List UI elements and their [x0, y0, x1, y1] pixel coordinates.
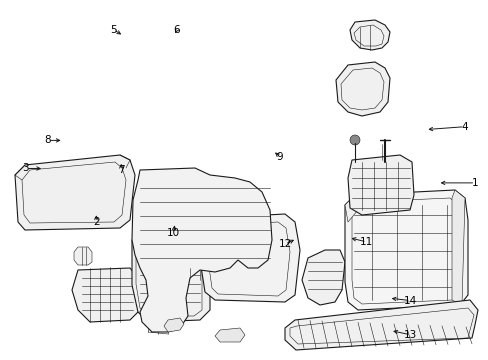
Ellipse shape — [214, 226, 269, 290]
Text: 5: 5 — [110, 24, 117, 35]
Polygon shape — [347, 155, 413, 215]
Polygon shape — [285, 300, 477, 350]
Text: 8: 8 — [44, 135, 51, 145]
Text: 12: 12 — [278, 239, 291, 249]
Polygon shape — [132, 228, 209, 322]
Text: 2: 2 — [93, 217, 100, 227]
Polygon shape — [451, 190, 464, 305]
Text: 14: 14 — [403, 296, 417, 306]
Text: 1: 1 — [471, 178, 478, 188]
Text: 13: 13 — [403, 330, 417, 340]
Text: 6: 6 — [173, 24, 180, 35]
Polygon shape — [215, 328, 244, 342]
Text: 4: 4 — [460, 122, 467, 132]
Polygon shape — [72, 268, 140, 322]
Text: 3: 3 — [22, 163, 29, 174]
Text: 9: 9 — [276, 152, 283, 162]
Polygon shape — [132, 168, 271, 332]
Polygon shape — [345, 195, 357, 222]
Polygon shape — [15, 155, 135, 230]
Text: 11: 11 — [359, 237, 373, 247]
Polygon shape — [200, 214, 299, 302]
Polygon shape — [335, 62, 389, 116]
Polygon shape — [349, 20, 389, 50]
Polygon shape — [74, 247, 92, 265]
Ellipse shape — [253, 228, 293, 288]
Polygon shape — [163, 318, 183, 332]
Polygon shape — [302, 250, 345, 305]
Text: 7: 7 — [118, 165, 124, 175]
Text: 10: 10 — [167, 228, 180, 238]
Polygon shape — [345, 190, 467, 310]
Ellipse shape — [349, 135, 359, 145]
